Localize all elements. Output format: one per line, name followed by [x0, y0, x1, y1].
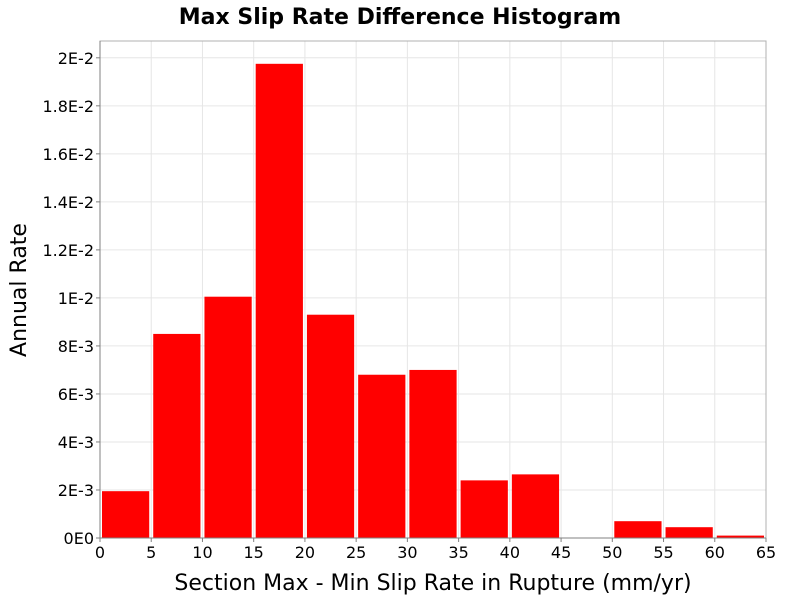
x-tick-label: 40 — [500, 543, 520, 562]
x-tick-label: 35 — [448, 543, 468, 562]
chart-title: Max Slip Rate Difference Histogram — [179, 5, 621, 30]
x-tick-label: 15 — [244, 543, 264, 562]
histogram-bar — [716, 535, 764, 538]
x-tick-label: 45 — [551, 543, 571, 562]
x-tick-label: 65 — [756, 543, 776, 562]
histogram-bar — [153, 333, 201, 538]
histogram-bar — [460, 480, 508, 538]
histogram-bar — [511, 474, 560, 538]
y-tick-label: 2E-3 — [58, 481, 94, 500]
y-tick-label: 1E-2 — [58, 289, 94, 308]
x-tick-label: 55 — [653, 543, 673, 562]
grid-layer — [100, 41, 766, 538]
x-ticks: 0 5 10 15 20 25 30 35 40 45 50 55 60 65 — [95, 538, 776, 562]
bars-layer — [102, 63, 764, 539]
y-tick-label: 1.4E-2 — [42, 193, 94, 212]
histogram-bar — [102, 491, 150, 538]
y-tick-label: 0E0 — [64, 529, 94, 548]
y-tick-label: 2E-2 — [58, 49, 94, 68]
y-tick-label: 1.2E-2 — [42, 241, 94, 260]
x-tick-label: 20 — [295, 543, 315, 562]
histogram-bar — [665, 527, 713, 538]
x-tick-label: 10 — [192, 543, 212, 562]
histogram-bar — [614, 521, 662, 538]
x-axis-label: Section Max - Min Slip Rate in Rupture (… — [174, 571, 691, 596]
histogram-bar — [358, 374, 406, 538]
x-tick-label: 0 — [95, 543, 105, 562]
y-tick-label: 4E-3 — [58, 433, 94, 452]
histogram-bar — [255, 63, 303, 539]
x-tick-label: 60 — [705, 543, 725, 562]
x-tick-label: 5 — [146, 543, 156, 562]
x-tick-label: 25 — [346, 543, 366, 562]
y-tick-label: 6E-3 — [58, 385, 94, 404]
x-tick-label: 50 — [602, 543, 622, 562]
y-axis-label: Annual Rate — [7, 223, 32, 357]
y-tick-label: 1.8E-2 — [42, 97, 94, 116]
y-tick-label: 8E-3 — [58, 337, 94, 356]
histogram-bar — [409, 369, 457, 538]
x-tick-label: 30 — [397, 543, 417, 562]
y-tick-label: 1.6E-2 — [42, 145, 94, 164]
histogram-bar — [204, 296, 252, 538]
y-ticks: 0E0 2E-3 4E-3 6E-3 8E-3 1E-2 1.2E-2 1.4E-2 1.6E-… — [42, 49, 100, 548]
histogram-bar — [306, 314, 355, 538]
